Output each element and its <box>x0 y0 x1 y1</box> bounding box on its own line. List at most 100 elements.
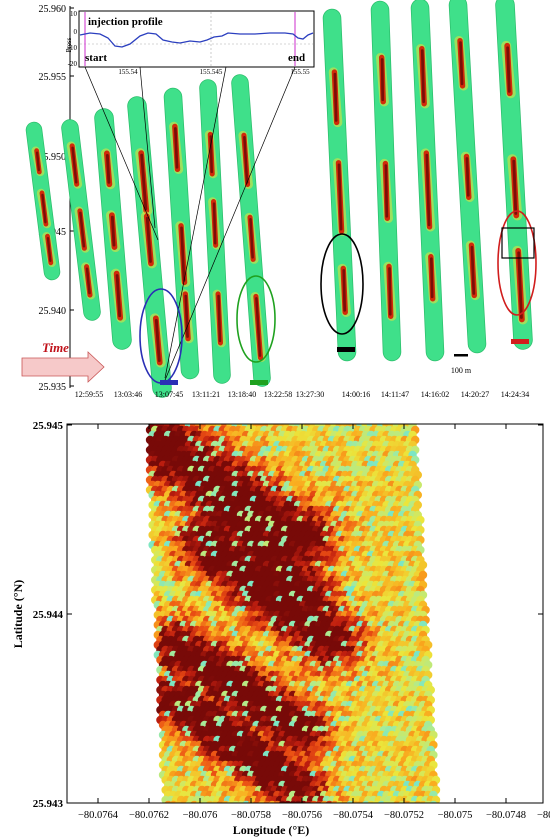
plume-core <box>212 202 217 245</box>
plume-core <box>35 151 41 172</box>
sample-dot <box>372 811 380 819</box>
swath-time-labels: 12:59:55 13:03:46 13:07:45 13:11:21 13:18:40… <box>75 390 529 399</box>
sample-dot <box>283 424 287 425</box>
sample-dot <box>169 424 173 425</box>
bottom-ytick-label: 25.944 <box>33 609 64 621</box>
plume-core <box>380 58 385 102</box>
sample-dot <box>252 424 256 425</box>
sample-dot <box>346 424 349 425</box>
plume-core <box>71 146 78 184</box>
sample-dot <box>268 424 271 425</box>
sample-dot <box>148 424 152 425</box>
scale-bar: 100 m <box>451 354 472 375</box>
sample-dot <box>309 424 313 425</box>
inset-title: injection profile <box>88 16 163 28</box>
sample-dot <box>164 424 167 425</box>
plume-core <box>140 153 148 211</box>
sample-dot <box>387 424 391 425</box>
plume-core <box>517 251 523 319</box>
bottom-x-axis-label: Longitude (°E) <box>233 823 309 837</box>
plume-core <box>506 46 511 93</box>
sample-dot <box>263 424 266 425</box>
swath-track <box>231 74 271 387</box>
sample-dot <box>257 424 261 425</box>
plume-core <box>105 153 111 184</box>
red-ellipse <box>497 210 537 316</box>
sample-dot <box>179 424 183 425</box>
swath-time-label: 13:22:58 <box>264 390 292 399</box>
plume-core <box>465 157 470 197</box>
inset-start-label: start <box>85 52 107 64</box>
inset-ytick-3: -20 <box>68 60 78 68</box>
sample-dot <box>273 424 277 425</box>
inset-ytick-2: -10 <box>68 44 78 52</box>
bottom-xtick-label: −80.075 <box>438 810 473 821</box>
sample-dot <box>278 424 282 425</box>
sample-dot <box>325 424 329 425</box>
sample-dot <box>429 811 437 819</box>
swath-track <box>127 96 172 398</box>
projection-line-1 <box>84 66 159 241</box>
sample-dot <box>185 424 188 425</box>
swath-track <box>370 0 402 362</box>
inset-end-label: end <box>288 52 305 64</box>
sample-dot <box>361 424 365 425</box>
swath-track <box>410 0 445 362</box>
plume-core <box>173 127 179 169</box>
swath-time-label: 12:59:55 <box>75 390 103 399</box>
swath-time-label: 13:18:40 <box>228 390 256 399</box>
top-ytick-label: 25.940 <box>39 306 67 317</box>
sample-dot <box>429 800 438 803</box>
sample-dot <box>289 424 292 425</box>
projection-line-2 <box>139 66 156 229</box>
plume-core <box>470 245 476 295</box>
sample-dot <box>221 811 229 819</box>
sample-dot <box>320 424 323 425</box>
inset-xtick-0: 155.54 <box>118 68 138 76</box>
sample-dot <box>172 806 180 814</box>
swath-time-label: 14:24:34 <box>501 390 529 399</box>
sample-dot <box>273 811 281 819</box>
projection-line-4 <box>162 66 296 386</box>
sample-dot <box>330 424 334 425</box>
top-ytick-label: 25.950 <box>39 152 67 163</box>
plume-core <box>110 215 116 247</box>
plume-core <box>512 159 518 215</box>
plume-core <box>420 49 426 104</box>
swath-tracks <box>25 0 533 398</box>
bottom-y-axis-label: Latitude (°N) <box>11 580 25 648</box>
sample-dot <box>367 424 370 425</box>
sample-dot <box>174 424 178 425</box>
sample-dot <box>351 424 355 425</box>
time-arrow-shape <box>21 351 105 383</box>
plume-core <box>46 237 52 263</box>
sample-dot <box>231 424 235 425</box>
plume-core <box>180 226 186 282</box>
swath-time-label: 14:11:47 <box>381 390 409 399</box>
plume-core <box>342 269 347 312</box>
inset-frame <box>78 10 315 68</box>
swath-time-label: 13:07:45 <box>155 390 183 399</box>
time-label: Time <box>42 340 69 355</box>
sample-dot <box>242 424 245 425</box>
sample-dot <box>174 811 182 819</box>
inset-ytick-1: 0 <box>74 28 78 36</box>
inset-y-label: Press <box>65 37 73 52</box>
swath-track <box>448 0 487 354</box>
zoom-box <box>501 227 535 259</box>
swath-time-label: 13:03:46 <box>114 390 142 399</box>
swath-time-label: 14:16:02 <box>421 390 449 399</box>
plume-core <box>184 294 189 338</box>
sample-dot <box>221 424 225 425</box>
bottom-xtick-label: −80.0748 <box>486 810 526 821</box>
sample-dot <box>299 424 303 425</box>
sample-dot <box>427 806 435 814</box>
sample-dot <box>237 424 240 425</box>
black-marker-bar <box>337 347 355 352</box>
top-ytick-label: 25.955 <box>39 72 67 83</box>
sample-dot <box>377 424 381 425</box>
injection-profile-inset: injection profile start end Press 10 0 -… <box>65 10 315 76</box>
plume-core <box>429 257 434 299</box>
